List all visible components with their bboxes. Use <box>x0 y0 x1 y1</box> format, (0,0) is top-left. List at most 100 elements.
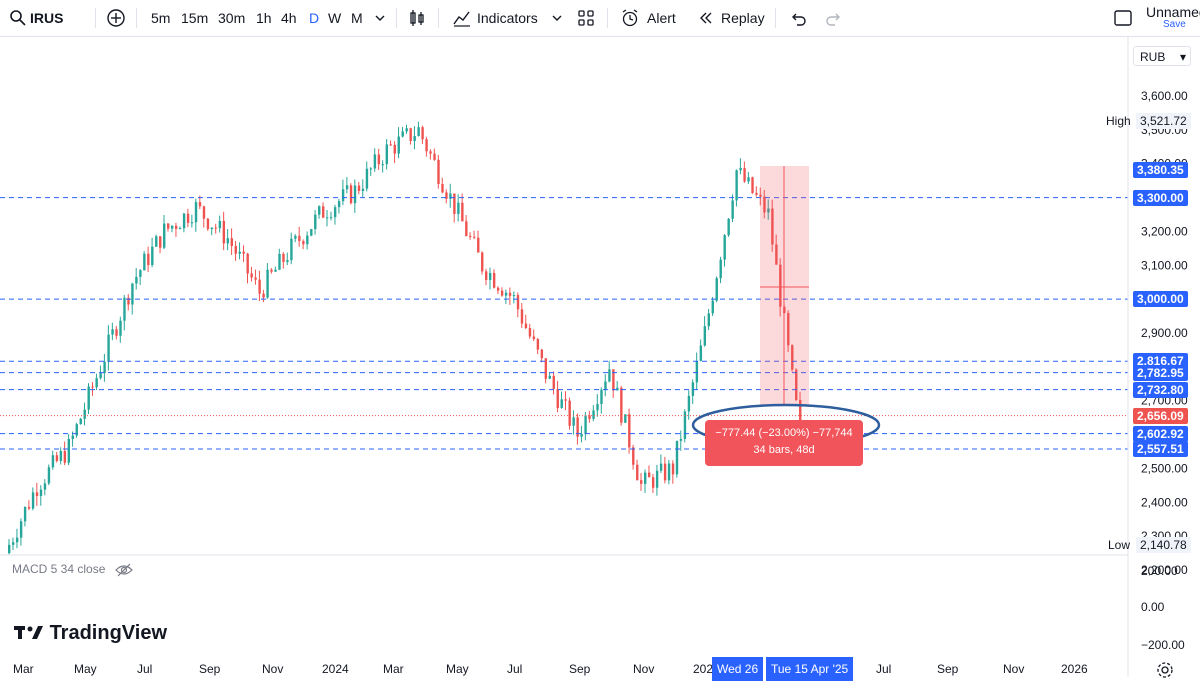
replay-icon[interactable] <box>696 8 716 28</box>
candle-body <box>278 253 281 270</box>
low-label: Low <box>1108 538 1131 552</box>
search-icon[interactable] <box>8 8 28 28</box>
compare-add-icon[interactable] <box>106 8 126 28</box>
time-tick-label: Nov <box>262 662 284 676</box>
candles-icon[interactable] <box>407 8 427 28</box>
candle-body <box>461 202 464 222</box>
redo-icon[interactable] <box>824 8 844 28</box>
candle-body <box>139 270 142 277</box>
time-tick-label: Nov <box>1003 662 1025 676</box>
price-label: 2,602.92 <box>1133 425 1188 442</box>
macd-legend: MACD 5 34 close <box>12 562 133 577</box>
candle-body <box>310 229 313 236</box>
timeframe-5m[interactable]: 5m <box>151 10 171 26</box>
timeframe-w[interactable]: W <box>328 10 342 26</box>
candle-body <box>612 369 615 391</box>
candle-body <box>258 279 261 294</box>
chart-area[interactable]: 200.000.00−200.00 3,600.003,500.003,400.… <box>0 37 1200 681</box>
replay-button[interactable]: Replay <box>721 10 765 26</box>
layout-checkbox-icon[interactable] <box>1113 8 1133 28</box>
divider <box>136 8 137 28</box>
candle-body <box>604 381 607 390</box>
divider <box>775 8 776 28</box>
candle-body <box>473 236 476 238</box>
candle-body <box>282 253 285 262</box>
macd-tick-label: −200.00 <box>1141 638 1185 652</box>
candle-body <box>298 235 301 242</box>
candle-body <box>751 177 754 193</box>
timeframe-30m[interactable]: 30m <box>218 10 246 26</box>
candle-body <box>552 375 555 389</box>
candle-body <box>711 300 714 314</box>
save-button[interactable]: Save <box>1163 19 1186 30</box>
candle-body <box>600 389 603 405</box>
layout-grid-icon[interactable] <box>576 8 596 28</box>
candle-body <box>198 202 202 207</box>
candle-body <box>107 334 110 362</box>
indicators-icon[interactable] <box>452 8 472 28</box>
candle-body <box>755 192 758 195</box>
time-tick-label: Sep <box>569 662 591 676</box>
candle-body <box>381 164 385 166</box>
candle-body <box>218 220 222 229</box>
divider <box>607 8 608 28</box>
candle-body <box>727 218 730 236</box>
measure-shape <box>691 166 881 447</box>
candle-body <box>572 417 575 426</box>
macd-tick-label: 200.00 <box>1141 564 1178 578</box>
candle-body <box>536 339 540 350</box>
candle-body <box>163 223 166 248</box>
time-tick-label: Sep <box>937 662 959 676</box>
timeframe-4h[interactable]: 4h <box>281 10 297 26</box>
chevron-down-icon[interactable] <box>547 8 567 28</box>
time-tick-label: 2024 <box>322 662 349 676</box>
timeframe-m[interactable]: M <box>351 10 363 26</box>
time-tick-label: Jul <box>507 662 523 676</box>
symbol-search-button[interactable]: IRUS <box>30 10 64 26</box>
candle-body <box>131 283 134 305</box>
candle-body <box>723 235 726 260</box>
candle-body <box>425 139 428 152</box>
time-tick-label: Jul <box>876 662 892 676</box>
candle-body <box>544 358 548 379</box>
macd-tick-label: 0.00 <box>1141 600 1165 614</box>
candle-body <box>178 228 182 230</box>
settings-gear-icon[interactable] <box>1156 661 1174 679</box>
candle-body <box>15 537 19 543</box>
candle-body <box>771 208 774 245</box>
eye-off-icon[interactable] <box>114 563 133 577</box>
candle-body <box>389 144 392 146</box>
candle-body <box>481 252 484 272</box>
candle-body <box>270 269 273 272</box>
layout-name[interactable]: Unnamed <box>1146 4 1200 20</box>
candle-body <box>496 287 500 291</box>
candle-body <box>540 349 544 359</box>
candle-body <box>667 463 671 481</box>
time-tick-label: May <box>446 662 469 676</box>
timeframe-d[interactable]: D <box>309 10 320 26</box>
chevron-down-icon[interactable] <box>370 8 390 28</box>
candle-body <box>174 225 178 229</box>
candle-body <box>11 542 15 545</box>
timeframe-1h[interactable]: 1h <box>256 10 272 26</box>
undo-icon[interactable] <box>788 8 808 28</box>
horizontal-lines <box>0 197 1128 450</box>
candle-body <box>421 127 424 140</box>
price-tick-label: 2,200.00 <box>1141 563 1188 577</box>
candle-body <box>111 329 114 335</box>
candle-body <box>516 295 520 310</box>
candle-body <box>103 361 106 374</box>
time-tick-label: Mar <box>13 662 34 676</box>
tradingview-logo[interactable]: TradingView <box>14 622 167 645</box>
indicators-button[interactable]: Indicators <box>477 10 538 26</box>
alarm-clock-icon[interactable] <box>620 8 640 28</box>
candle-body <box>23 507 27 522</box>
candle-body <box>329 217 333 219</box>
candle-body <box>679 438 683 441</box>
candle-body <box>417 127 420 137</box>
timeframe-15m[interactable]: 15m <box>181 10 209 26</box>
candle-body <box>608 369 611 382</box>
currency-select[interactable]: RUB ▾ <box>1133 46 1191 66</box>
candle-body <box>254 277 257 280</box>
alert-button[interactable]: Alert <box>647 10 676 26</box>
